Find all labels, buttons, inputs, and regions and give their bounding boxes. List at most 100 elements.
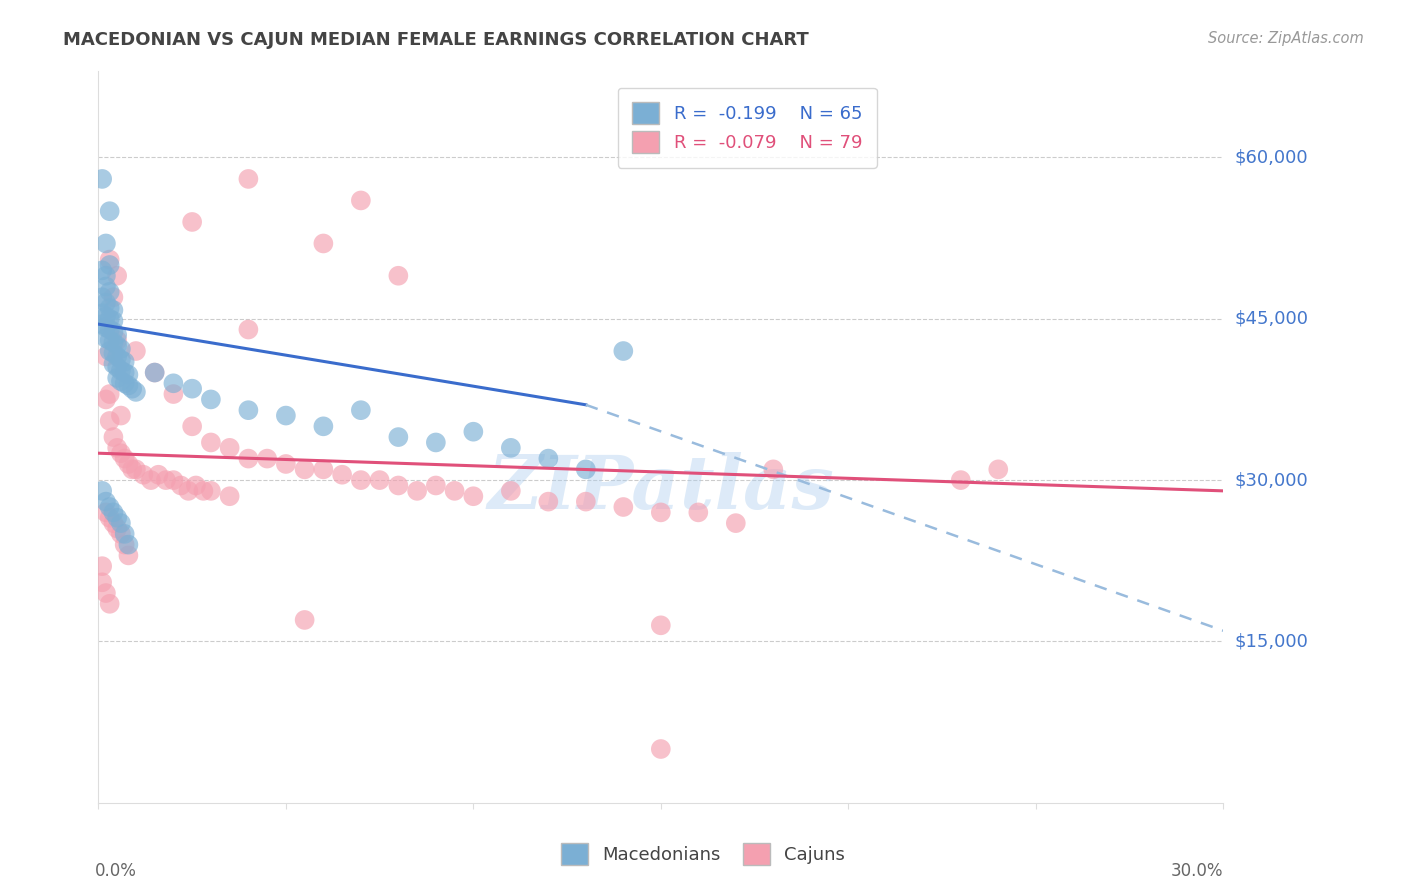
Point	[94, 236, 117, 251]
Point	[98, 597, 121, 611]
Point	[387, 430, 409, 444]
Point	[91, 290, 114, 304]
Point	[368, 473, 391, 487]
Point	[312, 419, 335, 434]
Point	[499, 483, 522, 498]
Point	[110, 374, 132, 388]
Point	[387, 478, 409, 492]
Point	[200, 483, 222, 498]
Point	[575, 462, 598, 476]
Point	[110, 516, 132, 530]
Point	[94, 310, 117, 324]
Point	[117, 457, 139, 471]
Point	[105, 441, 128, 455]
Point	[443, 483, 465, 498]
Point	[612, 500, 634, 514]
Point	[114, 376, 136, 391]
Point	[170, 478, 193, 492]
Point	[650, 742, 672, 756]
Text: 0.0%: 0.0%	[94, 862, 136, 880]
Point	[114, 527, 136, 541]
Point	[91, 263, 114, 277]
Point	[463, 489, 485, 503]
Point	[949, 473, 972, 487]
Point	[575, 494, 598, 508]
Point	[200, 392, 222, 407]
Text: $60,000: $60,000	[1234, 148, 1308, 167]
Point	[117, 538, 139, 552]
Point	[110, 342, 132, 356]
Point	[181, 382, 204, 396]
Point	[162, 376, 184, 391]
Point	[105, 360, 128, 375]
Point	[105, 338, 128, 352]
Point	[724, 516, 747, 530]
Point	[110, 363, 132, 377]
Text: $30,000: $30,000	[1234, 471, 1308, 489]
Point	[650, 505, 672, 519]
Point	[110, 409, 132, 423]
Point	[105, 327, 128, 342]
Point	[184, 478, 207, 492]
Point	[98, 204, 121, 219]
Point	[105, 350, 128, 364]
Point	[312, 236, 335, 251]
Point	[98, 414, 121, 428]
Point	[193, 483, 215, 498]
Text: 30.0%: 30.0%	[1171, 862, 1223, 880]
Point	[110, 352, 132, 367]
Point	[98, 344, 121, 359]
Point	[105, 521, 128, 535]
Point	[103, 290, 125, 304]
Point	[105, 268, 128, 283]
Legend: R =  -0.199    N = 65, R =  -0.079    N = 79: R = -0.199 N = 65, R = -0.079 N = 79	[617, 87, 877, 168]
Point	[91, 575, 114, 590]
Point	[238, 451, 260, 466]
Point	[132, 467, 155, 482]
Point	[387, 268, 409, 283]
Point	[294, 462, 316, 476]
Point	[406, 483, 429, 498]
Point	[94, 586, 117, 600]
Point	[238, 172, 260, 186]
Text: Source: ZipAtlas.com: Source: ZipAtlas.com	[1208, 31, 1364, 46]
Point	[94, 331, 117, 345]
Point	[103, 314, 125, 328]
Point	[117, 368, 139, 382]
Point	[91, 306, 114, 320]
Point	[98, 500, 121, 514]
Point	[103, 303, 125, 318]
Point	[94, 350, 117, 364]
Point	[103, 357, 125, 371]
Point	[94, 392, 117, 407]
Point	[762, 462, 785, 476]
Point	[98, 258, 121, 272]
Point	[98, 252, 121, 267]
Point	[148, 467, 170, 482]
Point	[125, 384, 148, 399]
Point	[91, 559, 114, 574]
Point	[98, 333, 121, 347]
Point	[91, 317, 114, 331]
Point	[114, 366, 136, 380]
Point	[294, 613, 316, 627]
Point	[312, 462, 335, 476]
Point	[121, 462, 143, 476]
Point	[94, 279, 117, 293]
Point	[94, 268, 117, 283]
Point	[98, 387, 121, 401]
Point	[612, 344, 634, 359]
Point	[139, 473, 162, 487]
Point	[688, 505, 710, 519]
Point	[103, 430, 125, 444]
Point	[238, 322, 260, 336]
Point	[350, 403, 373, 417]
Point	[256, 451, 278, 466]
Point	[114, 355, 136, 369]
Point	[125, 344, 148, 359]
Point	[103, 346, 125, 360]
Text: MACEDONIAN VS CAJUN MEDIAN FEMALE EARNINGS CORRELATION CHART: MACEDONIAN VS CAJUN MEDIAN FEMALE EARNIN…	[63, 31, 808, 49]
Point	[114, 451, 136, 466]
Point	[537, 451, 560, 466]
Point	[499, 441, 522, 455]
